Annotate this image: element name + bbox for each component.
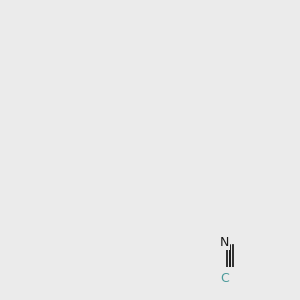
Text: C: C — [220, 272, 229, 285]
Text: N: N — [220, 236, 229, 249]
